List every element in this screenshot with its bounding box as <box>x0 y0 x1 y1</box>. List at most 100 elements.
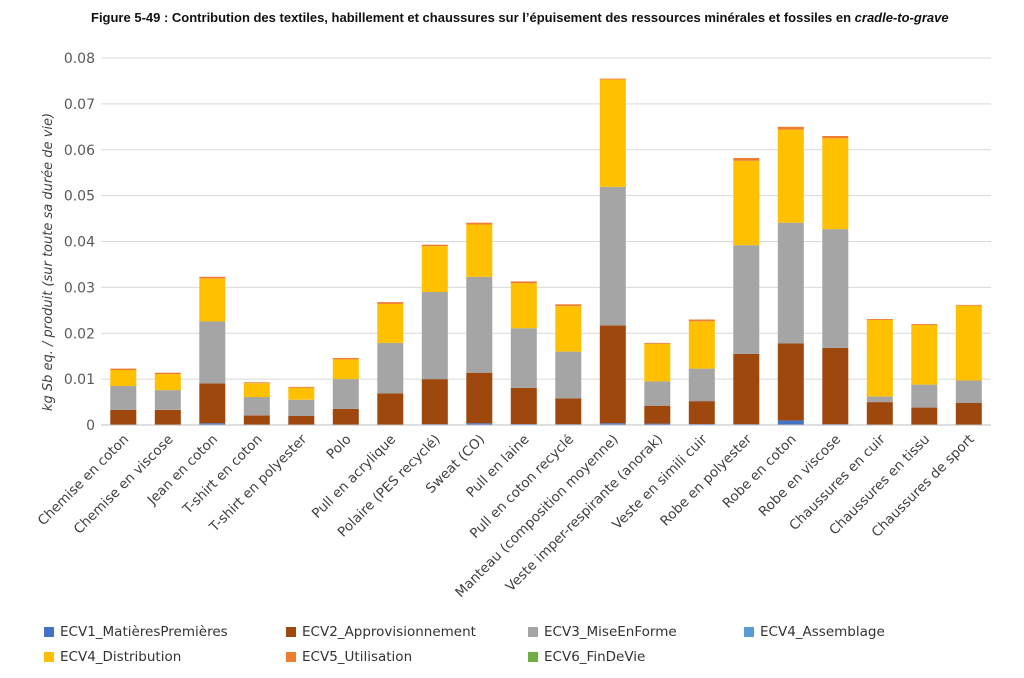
x-tick-label: Robe en viscose <box>756 432 844 520</box>
bar-segment <box>199 423 226 425</box>
y-tick-label: 0.02 <box>64 326 95 342</box>
bar-segment <box>154 409 181 425</box>
bar-segment <box>911 384 938 408</box>
bar-segment <box>777 420 804 425</box>
bar-segment <box>510 328 537 388</box>
bar-segment <box>866 396 893 403</box>
legend-swatch <box>44 627 54 637</box>
legend-item: ECV4_Assemblage <box>744 624 885 640</box>
bar-segment <box>866 319 893 397</box>
x-tick-label: Pull en acrylique <box>309 432 399 522</box>
legend-label: ECV2_Approvisionnement <box>302 624 476 640</box>
bar-segment <box>243 397 270 416</box>
bar-segment <box>733 160 760 246</box>
bar-segment <box>110 386 137 410</box>
bar-segment <box>199 278 226 322</box>
bar-segment <box>466 224 493 277</box>
bar-segment <box>332 359 359 380</box>
bar-segment <box>110 368 137 370</box>
legend-label: ECV1_MatièresPremières <box>60 624 228 640</box>
bar-segment <box>421 379 448 425</box>
bar-segment <box>644 342 671 344</box>
bar-segment <box>110 409 137 425</box>
y-tick-label: 0 <box>86 418 95 434</box>
legend-label: ECV6_FinDeVie <box>544 649 646 665</box>
legend-label: ECV4_Assemblage <box>760 624 885 640</box>
legend-item: ECV6_FinDeVie <box>528 649 645 665</box>
bar-segment <box>955 403 982 425</box>
bar-segment <box>466 222 493 225</box>
x-tick-label: Manteau (composition moyenne) <box>452 432 621 601</box>
bar-segment <box>955 380 982 403</box>
y-tick-label: 0.07 <box>64 97 95 113</box>
bar-segment <box>911 324 938 325</box>
bar-segment <box>555 351 582 399</box>
bar-segment <box>332 379 359 409</box>
x-tick-label: Veste imper-respirante (anorak) <box>503 432 666 595</box>
bar-segment <box>866 319 893 320</box>
legend-swatch <box>528 652 538 662</box>
bar-segment <box>599 78 626 80</box>
bar-segment <box>644 405 671 424</box>
y-tick-label: 0.06 <box>64 143 95 159</box>
x-tick-label: T-shirt en coton <box>179 432 265 518</box>
x-tick-label: Polo <box>324 432 355 463</box>
legend-label: ECV3_MiseEnForme <box>544 624 677 640</box>
bar-segment <box>288 386 315 388</box>
bar-segment <box>466 276 493 373</box>
bar-segment <box>288 399 315 416</box>
stacked-bar-chart: 0 0.01 0.02 0.03 0.04 0.05 0.06 0.07 0.08 Chemis… <box>35 51 991 601</box>
legend-item: ECV4_Distribution <box>44 649 181 665</box>
bar-segment <box>599 79 626 187</box>
bar-segment <box>199 321 226 384</box>
bar-segment <box>288 415 315 425</box>
bar-segment <box>110 369 137 386</box>
bar-segment <box>466 372 493 424</box>
bar-segment <box>510 387 537 424</box>
bar-segment <box>644 343 671 382</box>
bar-segment <box>154 390 181 410</box>
y-tick-label: 0.08 <box>64 51 95 67</box>
bar-segment <box>911 325 938 385</box>
legend-swatch <box>44 652 54 662</box>
y-tick-label: 0.03 <box>64 280 95 296</box>
bar-segment <box>510 283 537 329</box>
bar-segment <box>154 372 181 375</box>
bar-segment <box>688 319 715 322</box>
bar-segment <box>688 368 715 402</box>
bar-segment <box>822 229 849 348</box>
bar-segment <box>555 398 582 425</box>
legend-swatch <box>528 627 538 637</box>
bar-segment <box>377 393 404 425</box>
bar-segment <box>688 321 715 369</box>
bar-segment <box>777 126 804 130</box>
legend-item: ECV1_MatièresPremières <box>44 624 228 640</box>
legend-label: ECV5_Utilisation <box>302 649 413 665</box>
legend-item: ECV3_MiseEnForme <box>528 624 677 640</box>
bar-segment <box>688 401 715 424</box>
bar-segment <box>377 342 404 394</box>
bar-segment <box>199 276 226 279</box>
legend-swatch <box>286 652 296 662</box>
y-tick-labels: 0 0.01 0.02 0.03 0.04 0.05 0.06 0.07 0.08 <box>64 51 95 434</box>
bar-segment <box>955 305 982 381</box>
caption-text: Figure 5-49 : Contribution des textiles,… <box>91 10 855 25</box>
bars <box>110 78 982 425</box>
y-axis-label: kg Sb eq. / produit (sur toute sa durée … <box>41 113 56 411</box>
bar-segment <box>199 383 226 424</box>
bar-segment <box>421 244 448 247</box>
bar-segment <box>644 381 671 406</box>
bar-segment <box>466 423 493 425</box>
bar-segment <box>866 402 893 425</box>
bar-segment <box>243 383 270 398</box>
y-tick-label: 0.05 <box>64 189 95 205</box>
bar-segment <box>777 343 804 421</box>
figure-caption: Figure 5-49 : Contribution des textiles,… <box>91 10 991 26</box>
legend-swatch <box>744 627 754 637</box>
bar-segment <box>421 292 448 380</box>
y-tick-label: 0.01 <box>64 372 95 388</box>
bar-segment <box>332 408 359 425</box>
bar-segment <box>822 347 849 425</box>
y-tick-label: 0.04 <box>64 235 95 251</box>
bar-segment <box>955 304 982 306</box>
